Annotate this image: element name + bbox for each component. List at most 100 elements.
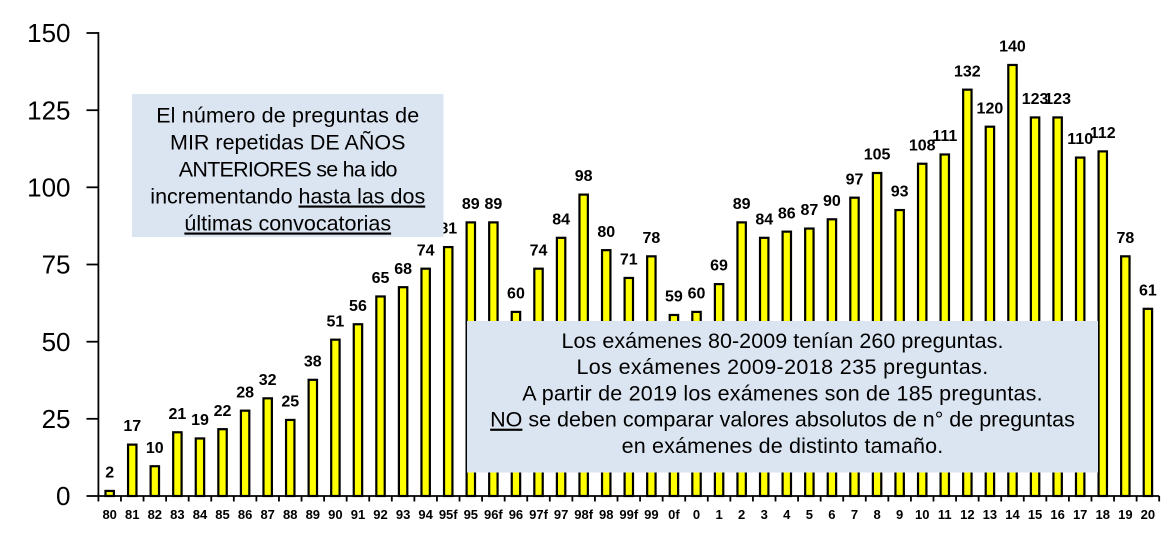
- svg-text:13: 13: [983, 507, 997, 522]
- svg-text:81: 81: [439, 221, 457, 238]
- svg-text:61: 61: [1139, 282, 1157, 299]
- svg-text:112: 112: [1090, 125, 1116, 142]
- svg-text:0: 0: [693, 507, 700, 522]
- svg-text:68: 68: [394, 261, 412, 278]
- svg-text:100: 100: [27, 173, 70, 203]
- svg-text:Los exámenes 80-2009 tenían 26: Los exámenes 80-2009 tenían 260 pregunta…: [562, 329, 1004, 353]
- svg-text:A partir de 2019 los exámenes: A partir de 2019 los exámenes son de 185…: [522, 381, 1043, 405]
- svg-text:2: 2: [738, 507, 745, 522]
- svg-text:21: 21: [169, 406, 187, 423]
- svg-text:110: 110: [1067, 131, 1093, 148]
- svg-text:85: 85: [215, 507, 229, 522]
- svg-text:87: 87: [260, 507, 274, 522]
- svg-text:11: 11: [938, 507, 952, 522]
- svg-text:7: 7: [851, 507, 858, 522]
- svg-text:78: 78: [1116, 230, 1134, 247]
- svg-text:97: 97: [846, 171, 864, 188]
- svg-text:El número de preguntas de: El número de preguntas de: [156, 104, 419, 128]
- svg-text:32: 32: [259, 372, 277, 389]
- svg-text:123: 123: [1022, 91, 1049, 108]
- svg-text:últimas convocatorias: últimas convocatorias: [184, 212, 391, 236]
- svg-text:80: 80: [597, 224, 615, 241]
- svg-text:89: 89: [484, 196, 502, 213]
- svg-text:10: 10: [915, 507, 929, 522]
- svg-text:86: 86: [238, 507, 252, 522]
- svg-text:65: 65: [372, 270, 390, 287]
- svg-text:92: 92: [373, 507, 387, 522]
- svg-text:15: 15: [1028, 507, 1042, 522]
- svg-text:14: 14: [1005, 507, 1020, 522]
- svg-text:93: 93: [891, 184, 909, 201]
- svg-text:20: 20: [1141, 507, 1155, 522]
- svg-text:22: 22: [214, 403, 232, 420]
- svg-text:10: 10: [146, 440, 164, 457]
- svg-text:0f: 0f: [668, 507, 680, 522]
- svg-text:28: 28: [236, 384, 254, 401]
- svg-text:84: 84: [552, 211, 570, 228]
- svg-text:56: 56: [349, 298, 367, 315]
- svg-text:132: 132: [954, 63, 981, 80]
- svg-text:89: 89: [462, 196, 480, 213]
- svg-text:84: 84: [755, 211, 773, 228]
- svg-text:140: 140: [999, 39, 1026, 56]
- svg-text:3: 3: [761, 507, 768, 522]
- svg-text:6: 6: [828, 507, 835, 522]
- svg-text:91: 91: [351, 507, 365, 522]
- svg-text:86: 86: [778, 205, 796, 222]
- svg-text:96f: 96f: [484, 507, 503, 522]
- svg-text:60: 60: [688, 286, 706, 303]
- svg-text:69: 69: [710, 258, 728, 275]
- svg-text:94: 94: [418, 507, 433, 522]
- svg-text:19: 19: [1118, 507, 1132, 522]
- svg-text:89: 89: [306, 507, 320, 522]
- svg-text:74: 74: [417, 242, 435, 259]
- svg-text:93: 93: [396, 507, 410, 522]
- svg-text:51: 51: [326, 313, 344, 330]
- svg-text:90: 90: [823, 193, 841, 210]
- svg-text:4: 4: [783, 507, 791, 522]
- svg-text:NO se deben comparar valores a: NO se deben comparar valores absolutos d…: [490, 408, 1075, 432]
- svg-text:en exámenes de distinto tamaño: en exámenes de distinto tamaño.: [622, 434, 944, 458]
- svg-text:1: 1: [715, 507, 722, 522]
- svg-text:81: 81: [125, 507, 139, 522]
- svg-text:90: 90: [328, 507, 342, 522]
- svg-text:108: 108: [909, 137, 936, 154]
- svg-text:71: 71: [620, 252, 638, 269]
- svg-text:17: 17: [123, 418, 141, 435]
- svg-text:2: 2: [105, 465, 114, 482]
- svg-text:95: 95: [464, 507, 478, 522]
- svg-text:25: 25: [281, 394, 299, 411]
- svg-text:150: 150: [27, 18, 70, 48]
- svg-text:12: 12: [960, 507, 974, 522]
- svg-text:97f: 97f: [529, 507, 548, 522]
- svg-text:87: 87: [800, 202, 818, 219]
- svg-text:75: 75: [42, 250, 71, 280]
- svg-text:99: 99: [644, 507, 658, 522]
- svg-text:17: 17: [1073, 507, 1087, 522]
- svg-text:5: 5: [806, 507, 813, 522]
- svg-text:84: 84: [193, 507, 208, 522]
- svg-text:MIR repetidas DE AÑOS: MIR repetidas DE AÑOS: [170, 130, 405, 155]
- svg-text:125: 125: [27, 95, 70, 125]
- svg-text:96: 96: [509, 507, 523, 522]
- svg-text:83: 83: [170, 507, 184, 522]
- svg-text:98f: 98f: [574, 507, 593, 522]
- svg-text:9: 9: [896, 507, 903, 522]
- svg-text:98: 98: [575, 168, 593, 185]
- svg-text:105: 105: [864, 147, 891, 164]
- svg-text:16: 16: [1050, 507, 1064, 522]
- svg-text:8: 8: [873, 507, 880, 522]
- svg-text:95f: 95f: [439, 507, 458, 522]
- svg-text:123: 123: [1044, 91, 1071, 108]
- svg-text:25: 25: [42, 404, 71, 434]
- svg-text:59: 59: [665, 289, 683, 306]
- svg-text:18: 18: [1096, 507, 1110, 522]
- svg-text:Los exámenes 2009-2018 235 pre: Los exámenes 2009-2018 235 preguntas.: [576, 355, 988, 379]
- svg-text:incrementando hasta las dos: incrementando hasta las dos: [150, 185, 425, 209]
- svg-text:111: 111: [932, 128, 957, 145]
- svg-text:38: 38: [304, 353, 322, 370]
- svg-text:89: 89: [733, 196, 751, 213]
- svg-text:50: 50: [42, 327, 71, 357]
- svg-text:98: 98: [599, 507, 613, 522]
- svg-text:97: 97: [554, 507, 568, 522]
